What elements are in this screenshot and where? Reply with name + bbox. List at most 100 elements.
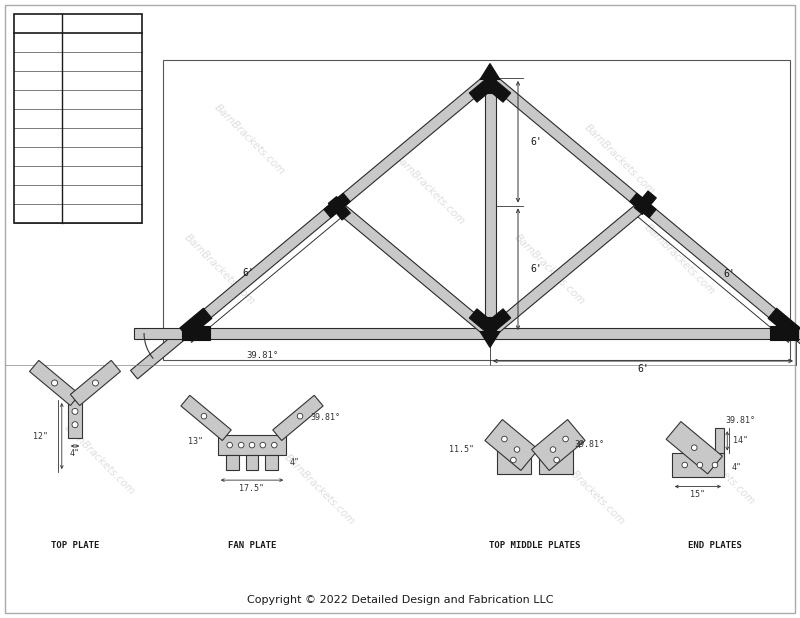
Polygon shape (182, 326, 210, 340)
Polygon shape (486, 201, 646, 337)
Polygon shape (180, 308, 212, 338)
Polygon shape (480, 64, 500, 93)
Text: 45.00 DEG: 45.00 DEG (78, 209, 126, 218)
Text: PITCH ANGLE: PITCH ANGLE (73, 19, 131, 28)
Text: 6': 6' (242, 268, 254, 279)
Circle shape (554, 457, 559, 463)
Polygon shape (532, 420, 585, 470)
Text: BarnBrackets.com: BarnBrackets.com (513, 233, 587, 307)
Text: 39.81 DEG: 39.81 DEG (78, 171, 126, 180)
Text: 17.5": 17.5" (239, 484, 265, 493)
Text: BarnBrackets.com: BarnBrackets.com (582, 123, 658, 197)
Text: 22.62 DEG: 22.62 DEG (78, 76, 126, 85)
Text: END PLATES: END PLATES (688, 541, 742, 549)
Text: 42.51 DEG: 42.51 DEG (78, 190, 126, 199)
Text: 6-12: 6-12 (27, 95, 49, 104)
Polygon shape (324, 193, 350, 218)
Polygon shape (485, 420, 538, 470)
Circle shape (562, 436, 568, 442)
Text: Copyright © 2022 Detailed Design and Fabrication LLC: Copyright © 2022 Detailed Design and Fab… (246, 595, 554, 605)
Circle shape (201, 413, 206, 419)
Text: 4": 4" (290, 458, 300, 467)
Text: BarnBrackets.com: BarnBrackets.com (682, 433, 758, 507)
Text: BarnBrackets.com: BarnBrackets.com (213, 103, 287, 177)
Polygon shape (672, 454, 724, 476)
Polygon shape (134, 328, 800, 339)
Circle shape (271, 442, 277, 448)
Text: 6': 6' (637, 364, 649, 374)
Text: 14.04 DEG: 14.04 DEG (78, 38, 126, 47)
Text: 8-12: 8-12 (27, 133, 49, 142)
Text: 39.81°: 39.81° (574, 439, 604, 449)
Polygon shape (246, 455, 258, 470)
Circle shape (697, 462, 702, 468)
Text: 13": 13" (189, 437, 203, 446)
Polygon shape (226, 455, 238, 470)
Circle shape (682, 462, 687, 468)
Text: 3-12: 3-12 (27, 38, 49, 47)
Text: 18.43 DEG: 18.43 DEG (78, 57, 126, 66)
Polygon shape (470, 79, 494, 102)
Polygon shape (70, 360, 121, 405)
Circle shape (550, 447, 556, 452)
Text: BarnBrackets.com: BarnBrackets.com (62, 423, 138, 497)
Polygon shape (634, 191, 656, 214)
Circle shape (238, 442, 244, 448)
Circle shape (72, 421, 78, 428)
Text: 6': 6' (530, 265, 542, 274)
Text: TOP PLATE: TOP PLATE (51, 541, 99, 549)
Polygon shape (486, 309, 510, 332)
Polygon shape (538, 446, 573, 473)
Text: 10-12: 10-12 (25, 171, 51, 180)
Text: 39.81°: 39.81° (726, 416, 756, 425)
Circle shape (51, 380, 58, 386)
Bar (163, 60, 790, 360)
Text: FAN PLATE: FAN PLATE (228, 541, 276, 549)
Text: BarnBrackets.com: BarnBrackets.com (182, 233, 258, 307)
Polygon shape (68, 400, 82, 438)
Text: 30.26 DEG: 30.26 DEG (78, 114, 126, 123)
Polygon shape (273, 396, 323, 441)
Text: 11-12: 11-12 (25, 190, 51, 199)
Polygon shape (498, 446, 531, 473)
Circle shape (510, 457, 516, 463)
Text: PITCH: PITCH (25, 19, 51, 28)
Polygon shape (470, 309, 494, 332)
Polygon shape (130, 74, 494, 379)
Text: 6': 6' (530, 137, 542, 146)
Text: BarnBrackets.com: BarnBrackets.com (393, 153, 467, 227)
Text: 11.5": 11.5" (449, 445, 474, 454)
Circle shape (514, 447, 520, 452)
Text: 4": 4" (732, 463, 742, 472)
Text: 36.87 DEG: 36.87 DEG (78, 152, 126, 161)
Polygon shape (485, 78, 495, 333)
Polygon shape (630, 193, 656, 218)
Polygon shape (768, 308, 800, 338)
Polygon shape (486, 79, 510, 102)
Text: 26.57 DEG: 26.57 DEG (78, 95, 126, 104)
Text: 7-12: 7-12 (27, 114, 49, 123)
Text: BarnBrackets.com: BarnBrackets.com (282, 453, 358, 527)
Circle shape (691, 445, 697, 451)
Text: 12": 12" (33, 431, 48, 441)
Text: BarnBrackets.com: BarnBrackets.com (642, 222, 718, 297)
Text: 5-12: 5-12 (27, 76, 49, 85)
Text: 39.81°: 39.81° (246, 350, 278, 360)
Circle shape (250, 442, 254, 448)
Text: 33.69 DEG: 33.69 DEG (78, 133, 126, 142)
Polygon shape (480, 318, 500, 347)
Polygon shape (328, 197, 350, 220)
Circle shape (227, 442, 233, 448)
Polygon shape (334, 201, 494, 337)
Text: 12-12: 12-12 (25, 209, 51, 218)
Circle shape (502, 436, 507, 442)
Text: 9-12: 9-12 (27, 152, 49, 161)
Text: 15": 15" (690, 490, 706, 499)
Polygon shape (770, 326, 798, 340)
Polygon shape (715, 428, 724, 454)
Circle shape (72, 408, 78, 415)
Text: 39.81°: 39.81° (310, 413, 340, 423)
Text: TOP MIDDLE PLATES: TOP MIDDLE PLATES (490, 541, 581, 549)
Bar (14, 14, 142, 223)
Polygon shape (486, 74, 800, 379)
